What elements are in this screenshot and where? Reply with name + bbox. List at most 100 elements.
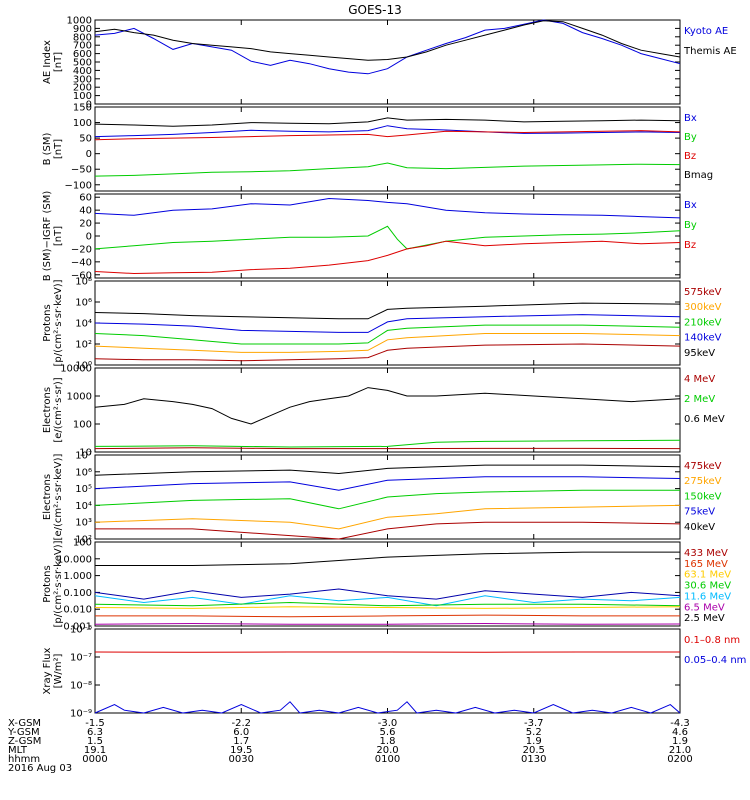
legend-entry: 6.5 MeV (684, 602, 725, 613)
y-tick-label: 200 (73, 83, 92, 94)
y-tick-label: 0 (86, 100, 92, 111)
legend-entry: 0.6 MeV (684, 414, 725, 425)
x-row-value: 0030 (229, 754, 254, 765)
y-tick-label: 900 (73, 24, 92, 35)
series-6-5-mev (94, 588, 681, 600)
legend-entry: 11.6 MeV (684, 591, 731, 602)
y-axis-label: [nT] (53, 226, 64, 246)
series-475kev (94, 464, 681, 476)
x-row-value: 0200 (667, 754, 692, 765)
series-2-mev (94, 439, 681, 448)
series-30-6-mev (94, 601, 681, 607)
y-tick-label: 20 (79, 219, 92, 230)
x-row-value: 19.1 (84, 745, 106, 756)
legend-entry: 300keV (684, 302, 722, 313)
y-axis-label: [W/m²] (53, 653, 64, 688)
series-63-1-mev (94, 606, 681, 609)
legend-entry: 210keV (684, 317, 722, 328)
date-label: 2016 Aug 03 (8, 763, 72, 774)
series-75kev (94, 504, 681, 530)
y-tick-label: 10³ (75, 518, 92, 529)
series-bmag (94, 117, 681, 127)
y-tick-label: 60 (79, 193, 92, 204)
panel-5: 10 100 1000 10000 Electrons [e/(cm²·s·sr)] 4 M… (42, 364, 725, 459)
series-0-05-0-4-nm (94, 701, 681, 714)
y-axis-label: B (SM)−IGRF (SM) (42, 191, 53, 282)
y-tick-label: 10⁻⁹ (70, 709, 92, 720)
y-axis-label: Electrons (42, 387, 53, 433)
legend-entry: Bz (684, 151, 696, 162)
x-row-label: MLT (8, 745, 28, 756)
y-axis-label: [e/(cm²·s·sr·keV)] (53, 453, 64, 540)
y-tick-label: 10⁻⁷ (70, 653, 92, 664)
x-row-value: 1.9 (672, 736, 688, 747)
x-row-value: 0000 (82, 754, 107, 765)
series-4-mev (94, 447, 681, 450)
x-row-label: hhmm (8, 754, 40, 765)
y-axis-label: [p/(cm²·s·sr·keV)] (53, 540, 64, 627)
y-axis-label: AE Index (42, 40, 53, 84)
panel-frame (94, 367, 681, 453)
y-tick-label: 0.010 (63, 605, 92, 616)
series-bx (94, 197, 681, 219)
y-axis-label: [nT] (53, 52, 64, 72)
panel-frame (94, 19, 681, 105)
series-165-mev (95, 614, 680, 618)
y-tick-label: 0 (86, 149, 92, 160)
legend-entry: 140keV (684, 333, 722, 344)
x-row-value: 6.3 (87, 727, 103, 738)
series-140kev (94, 333, 681, 353)
x-row-label: X-GSM (8, 718, 41, 729)
y-tick-label: 1.000 (63, 571, 92, 582)
x-row-value: 4.6 (672, 727, 688, 738)
y-tick-label: 10⁻⁶ (70, 625, 92, 636)
y-tick-label: 150 (73, 103, 92, 114)
series-kyoto-ae (94, 19, 681, 75)
y-tick-label: 10⁻⁸ (70, 681, 92, 692)
chart-title: GOES-13 (348, 3, 402, 17)
series-bz (94, 130, 681, 141)
legend-entry: 63.1 MeV (684, 570, 731, 581)
series-by (94, 225, 681, 250)
series-by (94, 162, 681, 177)
y-axis-label: [nT] (53, 139, 64, 159)
series-0-6-mev (94, 387, 681, 425)
legend-entry: 0.05–0.4 nm (684, 655, 746, 666)
y-tick-label: 500 (73, 58, 92, 69)
legend-entry: 30.6 MeV (684, 581, 731, 592)
x-row-value: 5.6 (380, 727, 396, 738)
legend-entry: 95keV (684, 348, 715, 359)
y-tick-label: 0.100 (63, 588, 92, 599)
legend-entry: 2 MeV (684, 394, 715, 405)
legend-entry: Kyoto AE (684, 26, 728, 37)
panel-frame (94, 628, 681, 714)
series-275kev (94, 476, 681, 491)
y-tick-label: 10⁸ (75, 277, 92, 288)
y-tick-label: 10⁰ (75, 361, 92, 372)
y-tick-label: 100 (73, 538, 92, 549)
x-row-value: 21.0 (669, 745, 691, 756)
y-tick-label: 10⁴ (75, 319, 92, 330)
x-row-value: 0130 (521, 754, 546, 765)
x-row-value: 19.5 (230, 745, 252, 756)
x-row-value: 6.0 (233, 727, 249, 738)
y-tick-label: 10.000 (57, 554, 92, 565)
legend-entry: 275keV (684, 476, 722, 487)
series-95kev (94, 343, 681, 362)
y-tick-label: 10⁶ (75, 467, 92, 478)
x-row-value: 1.8 (380, 736, 396, 747)
panel-frame (94, 106, 681, 192)
legend-entry: 165 MeV (684, 559, 728, 570)
y-tick-label: −20 (71, 244, 92, 255)
y-tick-label: 600 (73, 49, 92, 60)
panel-2: −100 −50 0 50 100 150 B (SM) [nT] Bx By Bz Bmag (42, 103, 713, 192)
x-row-value: -3.7 (524, 718, 544, 729)
legend-entry: 150keV (684, 491, 722, 502)
legend-entry: Bz (684, 240, 696, 251)
legend-entry: Bx (684, 200, 697, 211)
x-row-value: 20.5 (523, 745, 545, 756)
legend-entry: Bx (684, 113, 697, 124)
panel-frame (94, 280, 681, 366)
x-axis-table: X-GSM -1.5 -2.2 -3.0 -3.7 -4.3 Y-GSM 6.3 6.0 5.6 5… (7, 718, 693, 774)
